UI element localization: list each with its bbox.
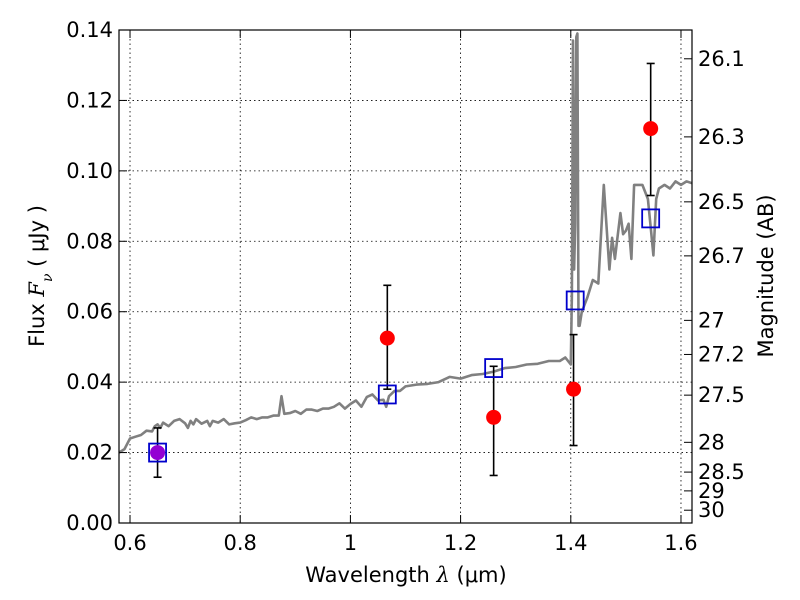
data-point-circle — [379, 330, 395, 346]
x-tick-label: 1.6 — [664, 531, 697, 555]
magnitude-tick-label: 26.7 — [698, 244, 745, 268]
y-tick-label: 0.02 — [66, 441, 113, 465]
model-spectrum-line — [118, 32, 693, 454]
model-point-square — [377, 384, 397, 405]
x-tick-label: 1.2 — [444, 531, 477, 555]
magnitude-tick-label: 26.5 — [698, 190, 745, 214]
data-points-layer — [148, 62, 661, 479]
plot-frame — [118, 29, 693, 524]
model-point-square — [484, 358, 504, 378]
data-point-circle — [150, 445, 166, 461]
x-tick-label: 1 — [344, 531, 357, 555]
magnitude-tick-label: 27 — [698, 308, 725, 332]
model-point-square — [641, 208, 661, 229]
x-tick-label: 0.8 — [224, 531, 257, 555]
y-tick-label: 0.14 — [66, 18, 113, 42]
y-tick-label: 0.12 — [66, 88, 113, 112]
data-point-circle — [486, 409, 502, 425]
y-tick-label: 0.04 — [66, 370, 113, 394]
tick-labels-layer: 0.6 0.8 1 1.2 1.4 1.6 0.00 0.02 0.04 0.06 0.08 0.10… — [66, 18, 745, 555]
magnitude-tick-label: 29 — [698, 479, 725, 503]
data-point-circle — [566, 381, 582, 397]
magnitude-tick-label: 27.5 — [698, 383, 745, 407]
magnitude-tick-label: 30 — [698, 498, 725, 522]
model-point-square — [565, 290, 585, 311]
x-tick-label: 0.6 — [113, 531, 146, 555]
ticks-layer — [119, 29, 692, 524]
x-tick-label: 1.4 — [554, 531, 587, 555]
y-tick-label: 0.08 — [66, 229, 113, 253]
y-tick-label: 0.06 — [66, 300, 113, 324]
magnitude-tick-label: 27.2 — [698, 342, 745, 366]
y-axis-label: Flux Fν ( μJy ) — [25, 205, 56, 347]
y-tick-label: 0.10 — [66, 159, 113, 183]
magnitude-tick-label: 28.5 — [698, 460, 745, 484]
y-tick-label: 0.00 — [66, 511, 113, 535]
magnitude-tick-label: 28 — [698, 430, 725, 454]
magnitude-axis-label: Magnitude (AB) — [754, 194, 778, 357]
grid — [119, 30, 692, 523]
model-point-square — [148, 442, 167, 463]
x-axis-label: Wavelength λ (μm) — [305, 563, 506, 587]
data-point-circle — [643, 121, 659, 137]
magnitude-tick-label: 26.1 — [698, 47, 745, 71]
magnitude-tick-label: 26.3 — [698, 125, 745, 149]
model-spectrum-layer — [118, 32, 693, 454]
